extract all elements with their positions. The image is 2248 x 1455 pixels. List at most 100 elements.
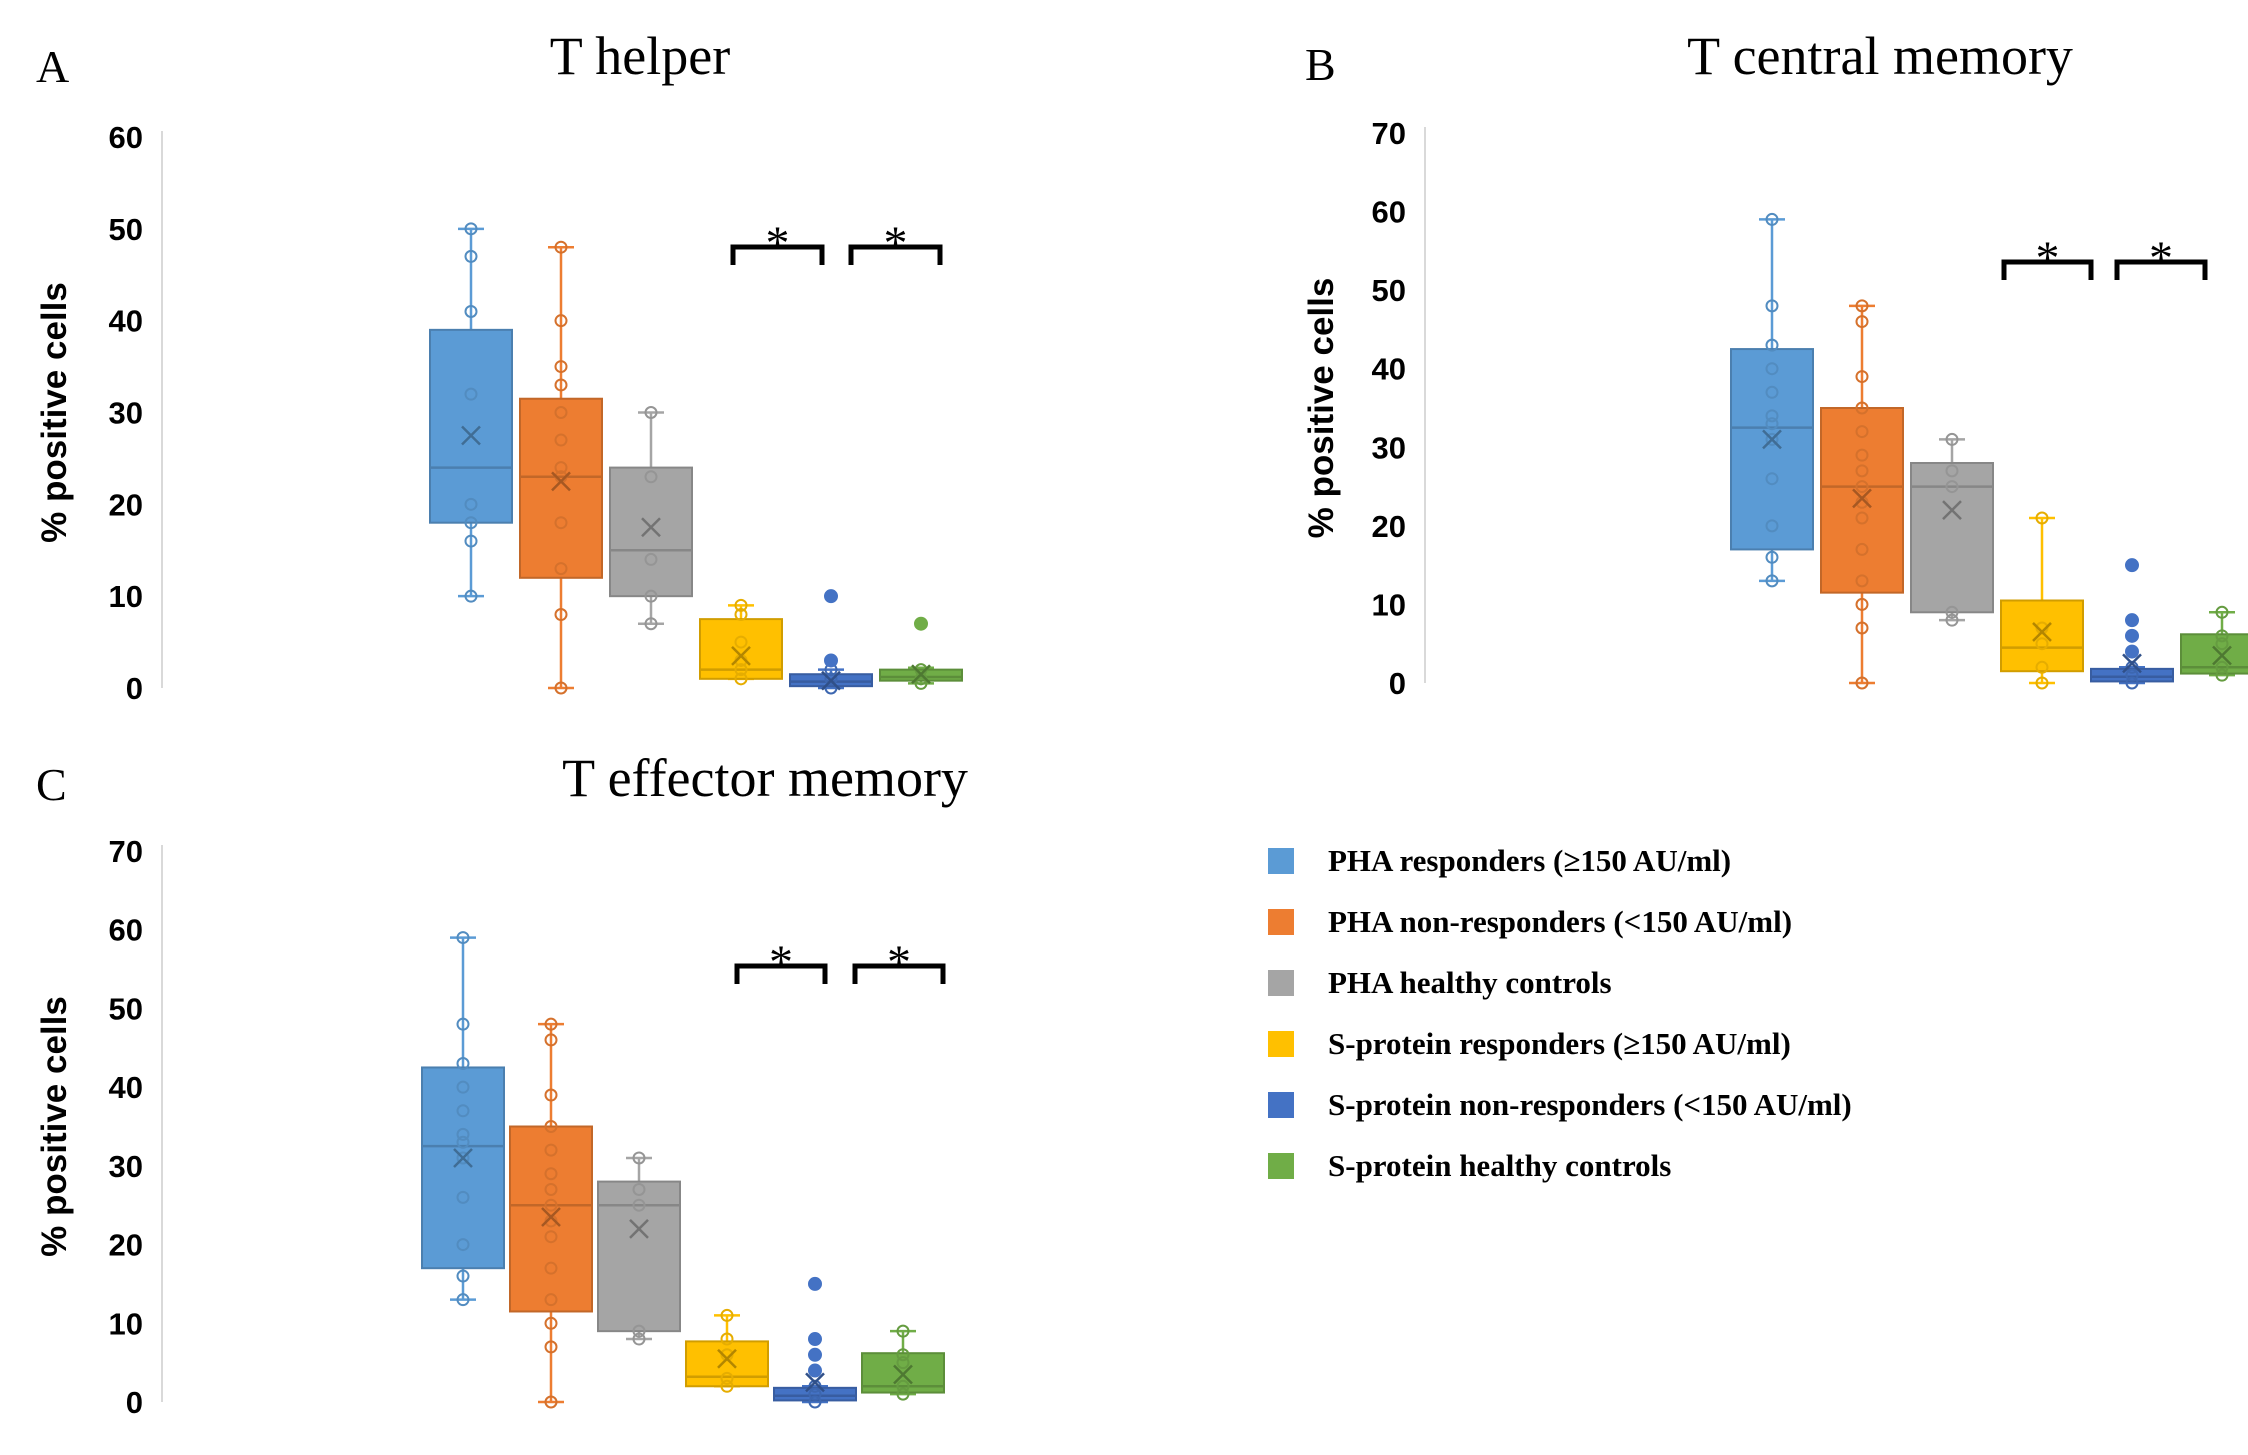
- outlier-point: [808, 1276, 822, 1291]
- iqr-box: [2090, 667, 2174, 683]
- outlier-point: [2125, 644, 2139, 659]
- iqr-box: [773, 1386, 857, 1402]
- data-point: [1765, 432, 1779, 446]
- data-point: [1765, 338, 1779, 352]
- data-point: [464, 589, 478, 603]
- data-point: [1945, 605, 1959, 619]
- y-tick-label: 50: [1372, 273, 1406, 308]
- significance-star: *: [2149, 232, 2173, 285]
- data-point: [1855, 574, 1869, 588]
- data-point: [720, 1379, 734, 1393]
- data-point: [544, 1261, 558, 1275]
- panel-title: T helper: [550, 26, 730, 86]
- y-axis-title: % positive cells: [35, 996, 74, 1257]
- box-group: [2180, 605, 2248, 682]
- data-point: [456, 1238, 470, 1252]
- data-point: [456, 1135, 470, 1149]
- data-point: [554, 378, 568, 392]
- data-point: [2035, 660, 2049, 674]
- y-tick-label: 10: [109, 1306, 143, 1341]
- legend-swatch: [1268, 1031, 1294, 1057]
- data-point: [544, 1088, 558, 1102]
- data-point: [544, 1316, 558, 1330]
- y-tick-label: 70: [1372, 116, 1406, 151]
- data-point: [734, 608, 748, 622]
- box-group: [609, 406, 693, 631]
- data-point: [632, 1324, 646, 1338]
- data-point: [734, 672, 748, 686]
- data-point: [896, 1379, 910, 1393]
- legend-item: PHA responders (≥150 AU/ml): [1268, 843, 1731, 878]
- panel-letter: B: [1305, 39, 1336, 90]
- data-point: [544, 1293, 558, 1307]
- data-point: [1855, 448, 1869, 462]
- y-tick-label: 10: [1372, 587, 1406, 622]
- significance-star: *: [887, 936, 911, 989]
- legend-swatch: [1268, 1092, 1294, 1118]
- iqr-box: [1820, 407, 1904, 594]
- box-group: [509, 1017, 593, 1409]
- data-point: [720, 1332, 734, 1346]
- data-point: [544, 1182, 558, 1196]
- data-point: [554, 562, 568, 576]
- data-point: [464, 516, 478, 530]
- data-point: [1855, 676, 1869, 690]
- box-group: [597, 1151, 681, 1346]
- data-point: [632, 1151, 646, 1165]
- legend-label: PHA healthy controls: [1328, 965, 1612, 1000]
- outlier-point: [808, 1347, 822, 1362]
- data-point: [464, 249, 478, 263]
- data-point: [1855, 425, 1869, 439]
- mean-marker: [1852, 488, 1872, 509]
- data-point: [456, 1127, 470, 1141]
- data-point: [456, 1269, 470, 1283]
- mean-marker: [2212, 645, 2232, 666]
- data-point: [644, 406, 658, 419]
- data-point: [644, 552, 658, 566]
- y-tick-label: 60: [109, 913, 143, 948]
- data-point: [734, 663, 748, 677]
- iqr-box: [1730, 348, 1814, 551]
- y-tick-label: 70: [109, 834, 143, 869]
- outlier-point: [914, 616, 928, 631]
- data-point: [464, 222, 478, 236]
- outlier-point: [2125, 628, 2139, 643]
- box-group: [861, 1324, 945, 1401]
- y-tick-label: 30: [109, 396, 143, 431]
- data-point: [1855, 464, 1869, 478]
- data-point: [644, 617, 658, 631]
- box-group: [685, 1308, 769, 1393]
- box-group: [773, 1276, 857, 1409]
- data-point: [734, 635, 748, 649]
- data-point: [456, 931, 470, 945]
- legend-swatch: [1268, 909, 1294, 935]
- mean-marker: [893, 1364, 913, 1385]
- data-point: [896, 1356, 910, 1370]
- data-point: [544, 1167, 558, 1181]
- panel-a-t-helper: A T helper 0 10 20 30 40 50 60 % positive cells * *: [35, 26, 963, 706]
- data-point: [544, 1143, 558, 1157]
- significance-bracket: [848, 244, 943, 265]
- box-group: [699, 598, 783, 686]
- legend-label: PHA responders (≥150 AU/ml): [1328, 843, 1731, 878]
- data-point: [1765, 385, 1779, 399]
- mean-marker: [911, 664, 931, 685]
- y-axis-title: % positive cells: [35, 282, 74, 543]
- data-point: [544, 1120, 558, 1133]
- data-point: [1765, 212, 1779, 226]
- y-tick-label: 10: [109, 579, 143, 614]
- significance-bracket: [730, 244, 825, 265]
- panel-b-t-central-memory: B T central memory 0 10 20 30 40 50 60 70 % positi…: [1302, 26, 2248, 701]
- mean-marker: [629, 1218, 649, 1239]
- outlier-point: [808, 1363, 822, 1378]
- y-tick-label: 60: [109, 120, 143, 155]
- data-point: [456, 1190, 470, 1204]
- legend-label: S-protein responders (≥150 AU/ml): [1328, 1026, 1791, 1061]
- y-tick-label: 20: [109, 1228, 143, 1263]
- data-point: [1855, 511, 1869, 525]
- iqr-box: [519, 397, 603, 579]
- outlier-point: [2125, 558, 2139, 573]
- data-point: [896, 1348, 910, 1362]
- y-tick-label: 0: [1389, 666, 1406, 701]
- y-tick-label: 20: [109, 487, 143, 522]
